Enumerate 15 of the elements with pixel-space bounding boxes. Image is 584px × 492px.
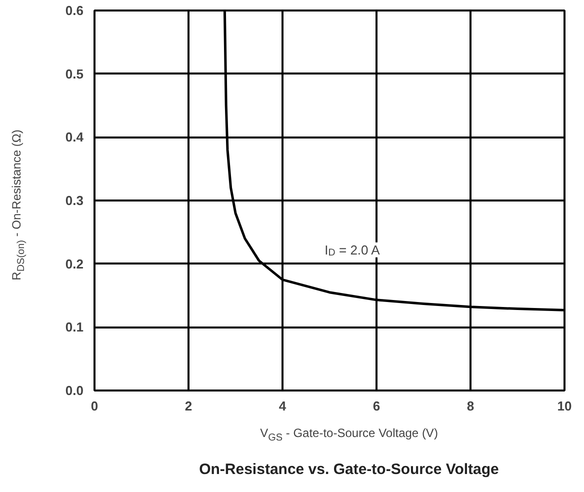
y-tick-label: 0.3 (65, 193, 84, 208)
y-tick-label: 0.4 (65, 130, 84, 145)
y-tick-label: 0.6 (65, 3, 84, 18)
x-tick-label: 2 (184, 398, 192, 414)
x-tick-label: 4 (278, 398, 287, 414)
y-tick-label: 0.0 (65, 383, 84, 398)
x-axis-title: V$_{GS}$ - Gate-to-Source Voltage (V) (259, 425, 439, 446)
x-tick-label: 8 (466, 398, 474, 414)
y-tick-label: 0.2 (65, 256, 84, 272)
x-tick-label: 6 (372, 398, 380, 414)
y-tick-label: 0.5 (65, 66, 84, 82)
text: On-Resistance vs. Gate-to-Source Voltage (198, 460, 500, 480)
y-tick-label: 0.1 (65, 320, 84, 335)
x-tick-label: 10 (557, 398, 572, 414)
x-tick-label: 0 (90, 398, 98, 414)
